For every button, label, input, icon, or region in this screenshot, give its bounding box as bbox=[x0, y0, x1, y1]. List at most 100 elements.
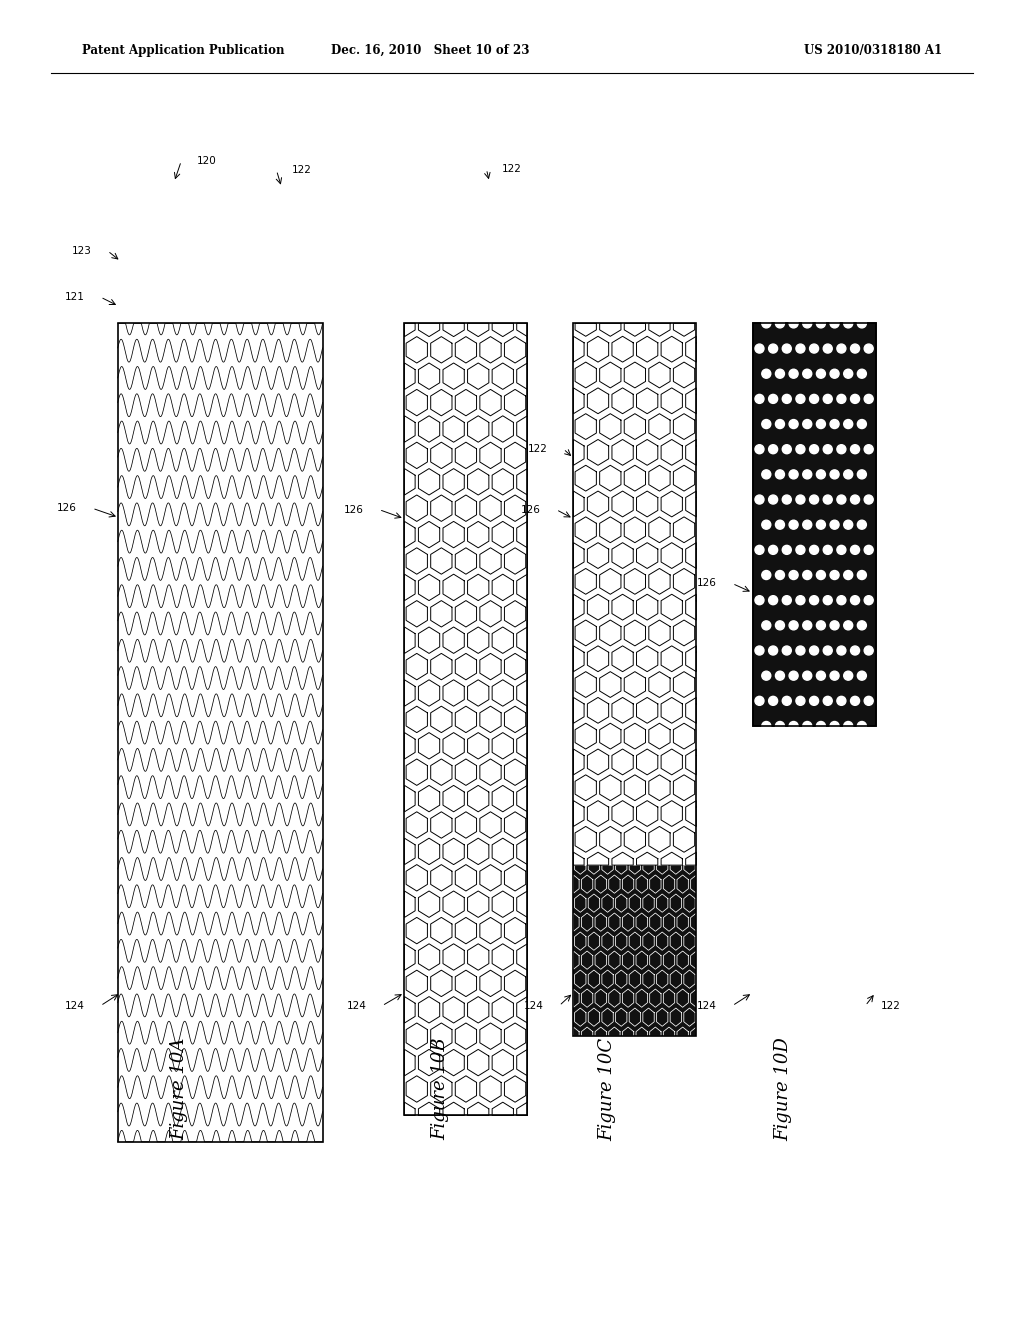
Circle shape bbox=[823, 445, 833, 454]
Circle shape bbox=[775, 319, 784, 327]
Circle shape bbox=[837, 445, 846, 454]
Circle shape bbox=[755, 395, 764, 404]
Circle shape bbox=[851, 395, 859, 404]
Circle shape bbox=[775, 570, 784, 579]
Circle shape bbox=[864, 545, 873, 554]
Circle shape bbox=[823, 645, 833, 655]
Bar bbox=[573, 865, 696, 1036]
Bar bbox=[753, 323, 876, 726]
Circle shape bbox=[803, 420, 812, 429]
Circle shape bbox=[837, 697, 846, 705]
Circle shape bbox=[803, 470, 812, 479]
Circle shape bbox=[755, 595, 764, 605]
Circle shape bbox=[782, 345, 792, 352]
Circle shape bbox=[816, 520, 825, 529]
Circle shape bbox=[844, 470, 853, 479]
Circle shape bbox=[851, 595, 859, 605]
Circle shape bbox=[782, 395, 792, 404]
Circle shape bbox=[803, 570, 812, 579]
Circle shape bbox=[769, 697, 777, 705]
Circle shape bbox=[864, 645, 873, 655]
Circle shape bbox=[782, 697, 792, 705]
Circle shape bbox=[796, 595, 805, 605]
Circle shape bbox=[864, 595, 873, 605]
Text: 126: 126 bbox=[57, 503, 77, 513]
Circle shape bbox=[762, 470, 771, 479]
Circle shape bbox=[782, 595, 792, 605]
Circle shape bbox=[775, 470, 784, 479]
Circle shape bbox=[830, 620, 839, 630]
Circle shape bbox=[755, 345, 764, 352]
Circle shape bbox=[864, 697, 873, 705]
Circle shape bbox=[810, 645, 818, 655]
Circle shape bbox=[864, 395, 873, 404]
Circle shape bbox=[769, 545, 777, 554]
Circle shape bbox=[755, 445, 764, 454]
Circle shape bbox=[782, 645, 792, 655]
Circle shape bbox=[769, 445, 777, 454]
Circle shape bbox=[823, 697, 833, 705]
Circle shape bbox=[790, 370, 798, 379]
Circle shape bbox=[816, 370, 825, 379]
Circle shape bbox=[816, 722, 825, 730]
Circle shape bbox=[851, 545, 859, 554]
Circle shape bbox=[823, 595, 833, 605]
Circle shape bbox=[755, 545, 764, 554]
Text: 124: 124 bbox=[347, 1001, 367, 1011]
Circle shape bbox=[796, 445, 805, 454]
Circle shape bbox=[790, 570, 798, 579]
Circle shape bbox=[755, 495, 764, 504]
Circle shape bbox=[857, 470, 866, 479]
Text: 123: 123 bbox=[73, 246, 92, 256]
Text: Patent Application Publication: Patent Application Publication bbox=[82, 44, 285, 57]
Circle shape bbox=[823, 395, 833, 404]
Circle shape bbox=[769, 345, 777, 352]
Text: 126: 126 bbox=[521, 504, 541, 515]
Text: 122: 122 bbox=[528, 444, 548, 454]
Circle shape bbox=[857, 570, 866, 579]
Bar bbox=[404, 323, 527, 1115]
Circle shape bbox=[762, 722, 771, 730]
Circle shape bbox=[790, 620, 798, 630]
Text: 120: 120 bbox=[197, 156, 216, 166]
Circle shape bbox=[810, 595, 818, 605]
Circle shape bbox=[775, 671, 784, 680]
Circle shape bbox=[755, 697, 764, 705]
Circle shape bbox=[857, 671, 866, 680]
Text: 126: 126 bbox=[697, 578, 717, 589]
Circle shape bbox=[755, 645, 764, 655]
Text: Dec. 16, 2010   Sheet 10 of 23: Dec. 16, 2010 Sheet 10 of 23 bbox=[331, 44, 529, 57]
Circle shape bbox=[830, 420, 839, 429]
Circle shape bbox=[796, 697, 805, 705]
Circle shape bbox=[782, 495, 792, 504]
Text: Figure 10A: Figure 10A bbox=[170, 1038, 188, 1140]
Circle shape bbox=[816, 470, 825, 479]
Circle shape bbox=[769, 495, 777, 504]
Circle shape bbox=[844, 520, 853, 529]
Circle shape bbox=[796, 495, 805, 504]
Circle shape bbox=[816, 319, 825, 327]
Circle shape bbox=[857, 370, 866, 379]
Circle shape bbox=[762, 671, 771, 680]
Text: 122: 122 bbox=[502, 164, 521, 174]
Circle shape bbox=[823, 495, 833, 504]
Circle shape bbox=[769, 395, 777, 404]
Text: 124: 124 bbox=[697, 1001, 717, 1011]
Text: 121: 121 bbox=[66, 292, 85, 302]
Circle shape bbox=[782, 545, 792, 554]
Circle shape bbox=[762, 620, 771, 630]
Circle shape bbox=[796, 395, 805, 404]
Circle shape bbox=[790, 722, 798, 730]
Circle shape bbox=[796, 345, 805, 352]
Circle shape bbox=[851, 697, 859, 705]
Circle shape bbox=[810, 545, 818, 554]
Circle shape bbox=[810, 395, 818, 404]
Circle shape bbox=[790, 470, 798, 479]
Text: US 2010/0318180 A1: US 2010/0318180 A1 bbox=[804, 44, 942, 57]
Circle shape bbox=[837, 495, 846, 504]
Bar bbox=[573, 323, 696, 1036]
Circle shape bbox=[816, 620, 825, 630]
Text: Figure 10D: Figure 10D bbox=[774, 1038, 793, 1140]
Circle shape bbox=[782, 445, 792, 454]
Circle shape bbox=[775, 520, 784, 529]
